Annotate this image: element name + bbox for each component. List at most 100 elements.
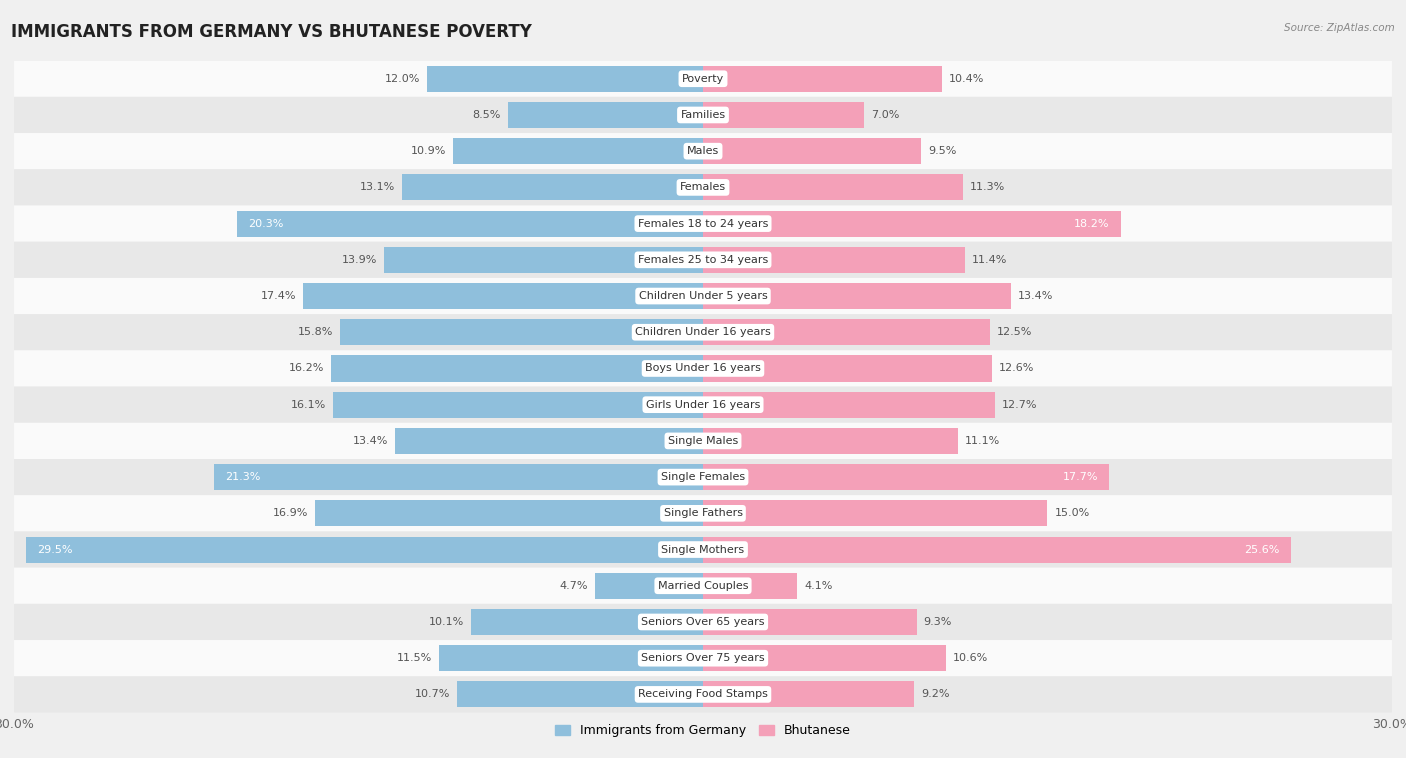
Bar [427,66,703,92]
Text: Females: Females [681,183,725,193]
Bar [395,428,703,454]
FancyBboxPatch shape [14,169,1392,205]
Text: 29.5%: 29.5% [37,544,73,555]
Text: 10.7%: 10.7% [415,690,450,700]
FancyBboxPatch shape [14,314,1392,350]
Text: 18.2%: 18.2% [1074,218,1109,229]
Bar [703,138,921,164]
Text: IMMIGRANTS FROM GERMANY VS BHUTANESE POVERTY: IMMIGRANTS FROM GERMANY VS BHUTANESE POV… [11,23,531,41]
Text: Single Mothers: Single Mothers [661,544,745,555]
Text: 4.1%: 4.1% [804,581,832,590]
Bar [236,211,703,236]
Text: 4.7%: 4.7% [560,581,588,590]
Text: Single Males: Single Males [668,436,738,446]
FancyBboxPatch shape [14,604,1392,640]
Bar [703,428,957,454]
Text: 15.8%: 15.8% [298,327,333,337]
FancyBboxPatch shape [14,459,1392,495]
Text: Males: Males [688,146,718,156]
FancyBboxPatch shape [14,242,1392,278]
Text: 11.1%: 11.1% [965,436,1000,446]
Text: Seniors Over 75 years: Seniors Over 75 years [641,653,765,663]
Text: 13.1%: 13.1% [360,183,395,193]
Bar [333,392,703,418]
Text: Females 18 to 24 years: Females 18 to 24 years [638,218,768,229]
FancyBboxPatch shape [14,205,1392,242]
Text: 12.6%: 12.6% [1000,364,1035,374]
FancyBboxPatch shape [14,350,1392,387]
Text: 11.3%: 11.3% [969,183,1005,193]
Text: Children Under 16 years: Children Under 16 years [636,327,770,337]
Text: 11.4%: 11.4% [972,255,1007,265]
Text: 12.5%: 12.5% [997,327,1032,337]
Text: 10.6%: 10.6% [953,653,988,663]
Text: Seniors Over 65 years: Seniors Over 65 years [641,617,765,627]
Bar [315,500,703,526]
Text: 17.7%: 17.7% [1063,472,1098,482]
Bar [703,681,914,707]
FancyBboxPatch shape [14,61,1392,97]
Text: 13.4%: 13.4% [1018,291,1053,301]
Bar [457,681,703,707]
Bar [703,464,1109,490]
FancyBboxPatch shape [14,495,1392,531]
Text: 13.4%: 13.4% [353,436,388,446]
Text: Single Females: Single Females [661,472,745,482]
FancyBboxPatch shape [14,568,1392,604]
Text: 16.9%: 16.9% [273,509,308,518]
Text: 16.1%: 16.1% [291,399,326,409]
FancyBboxPatch shape [14,423,1392,459]
Bar [703,319,990,346]
Text: Poverty: Poverty [682,74,724,83]
Text: 10.1%: 10.1% [429,617,464,627]
Text: 12.7%: 12.7% [1001,399,1038,409]
Bar [384,247,703,273]
Text: Families: Families [681,110,725,120]
Bar [703,500,1047,526]
Bar [703,102,863,128]
Text: 9.2%: 9.2% [921,690,949,700]
Bar [703,211,1121,236]
Text: 9.5%: 9.5% [928,146,956,156]
Text: 8.5%: 8.5% [472,110,501,120]
FancyBboxPatch shape [14,676,1392,713]
Text: Females 25 to 34 years: Females 25 to 34 years [638,255,768,265]
Bar [703,283,1011,309]
Text: 25.6%: 25.6% [1244,544,1279,555]
Bar [703,645,946,672]
Bar [402,174,703,200]
Bar [703,609,917,635]
Bar [595,573,703,599]
Bar [703,356,993,381]
Text: Single Fathers: Single Fathers [664,509,742,518]
Text: 10.4%: 10.4% [949,74,984,83]
Text: 13.9%: 13.9% [342,255,377,265]
Bar [214,464,703,490]
Text: 9.3%: 9.3% [924,617,952,627]
Bar [508,102,703,128]
Text: Receiving Food Stamps: Receiving Food Stamps [638,690,768,700]
Bar [703,537,1291,562]
Text: 16.2%: 16.2% [288,364,323,374]
Bar [703,174,963,200]
Text: 10.9%: 10.9% [411,146,446,156]
FancyBboxPatch shape [14,387,1392,423]
FancyBboxPatch shape [14,278,1392,314]
Text: Children Under 5 years: Children Under 5 years [638,291,768,301]
FancyBboxPatch shape [14,531,1392,568]
Text: Source: ZipAtlas.com: Source: ZipAtlas.com [1284,23,1395,33]
Text: 7.0%: 7.0% [870,110,898,120]
Text: 21.3%: 21.3% [225,472,260,482]
Text: Girls Under 16 years: Girls Under 16 years [645,399,761,409]
Text: 11.5%: 11.5% [396,653,432,663]
FancyBboxPatch shape [14,133,1392,169]
Text: Married Couples: Married Couples [658,581,748,590]
Text: 15.0%: 15.0% [1054,509,1090,518]
FancyBboxPatch shape [14,97,1392,133]
Bar [703,392,994,418]
Bar [471,609,703,635]
Legend: Immigrants from Germany, Bhutanese: Immigrants from Germany, Bhutanese [550,719,856,742]
Bar [304,283,703,309]
Text: 12.0%: 12.0% [385,74,420,83]
FancyBboxPatch shape [14,640,1392,676]
